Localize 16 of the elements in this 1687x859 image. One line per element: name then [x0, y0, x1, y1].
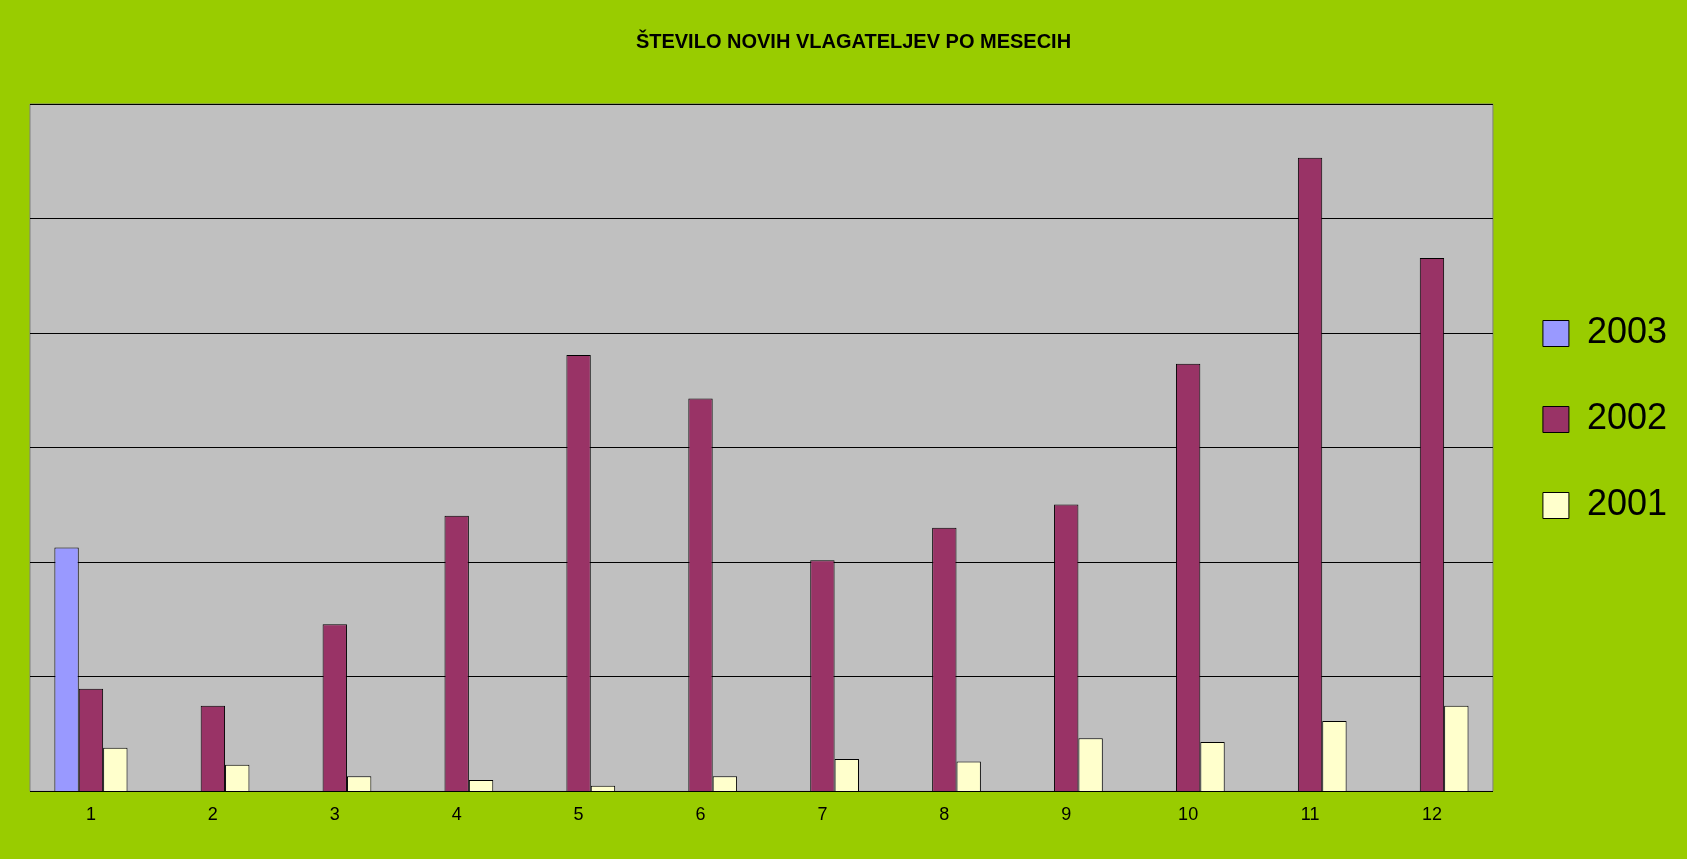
x-tick-label: 1 [85, 804, 96, 825]
legend-label: 2001 [1586, 482, 1668, 524]
chart-title: ŠTEVILO NOVIH VLAGATELJEV PO MESECIH [635, 28, 1072, 52]
legend-label: 2002 [1586, 396, 1668, 438]
x-tick-label: 8 [939, 804, 950, 825]
x-tick-label: 2 [207, 804, 218, 825]
x-tick-label: 6 [695, 804, 706, 825]
x-tick-label: 4 [451, 804, 462, 825]
x-tick-label: 11 [1300, 804, 1320, 825]
x-tick-label: 3 [329, 804, 340, 825]
x-tick-label: 9 [1061, 804, 1072, 825]
x-tick-label: 5 [573, 804, 584, 825]
legend-label: 2003 [1586, 310, 1668, 352]
x-tick-label: 12 [1421, 804, 1442, 825]
x-tick-label: 7 [817, 804, 828, 825]
x-tick-label: 10 [1178, 804, 1199, 825]
